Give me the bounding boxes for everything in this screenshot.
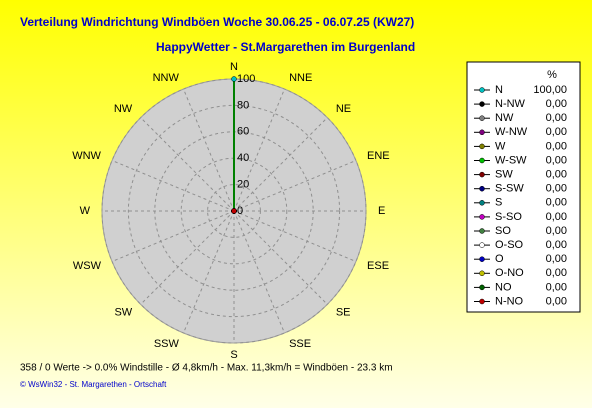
legend-label: S (495, 197, 502, 209)
direction-label: NW (114, 103, 133, 115)
legend-label: S-SO (495, 211, 522, 223)
legend-value: 0,00 (546, 253, 567, 265)
direction-label: S (230, 349, 237, 361)
legend-header: % (547, 69, 557, 81)
direction-label: ENE (367, 150, 390, 162)
direction-label: E (378, 205, 385, 217)
legend-label: O-SO (495, 239, 524, 251)
direction-label: WNW (72, 150, 101, 162)
spoke (140, 117, 235, 212)
legend-value: 0,00 (546, 281, 567, 293)
legend-swatch (479, 129, 485, 136)
legend-label: S-SW (495, 183, 524, 195)
legend-label: N (495, 84, 503, 96)
legend-swatch (479, 171, 485, 178)
spoke (111, 160, 235, 212)
grid-circle (101, 78, 367, 344)
spoke (233, 210, 285, 334)
legend-swatch (479, 242, 485, 248)
legend-label: N-NW (495, 98, 526, 110)
spoke (233, 210, 328, 305)
legend-label: NO (495, 281, 512, 293)
direction-label: SSE (289, 338, 311, 350)
direction-label: N (230, 61, 238, 73)
legend-swatch (479, 228, 485, 234)
legend-value: 0,00 (546, 183, 567, 195)
radial-tick-label: 100 (237, 73, 255, 85)
direction-label: W (80, 205, 91, 217)
legend-label: W (495, 140, 506, 152)
direction-label: NNW (153, 72, 180, 84)
spoke (183, 210, 235, 334)
legend-swatch (479, 256, 485, 262)
legend-value: 0,00 (546, 98, 567, 110)
legend-swatch (479, 200, 485, 206)
legend-swatch (479, 298, 485, 305)
legend-label: SW (495, 169, 513, 181)
legend-label: W-NW (495, 126, 528, 138)
spoke (233, 117, 328, 212)
credit: © WsWin32 - St. Margarethen - Ortschaft (20, 380, 167, 389)
direction-label: NNE (289, 72, 312, 84)
chart-subtitle: HappyWetter - St.Margarethen im Burgenla… (156, 40, 415, 54)
grid-circle (207, 184, 261, 238)
legend-label: O-NO (495, 267, 524, 279)
direction-label: NE (336, 103, 351, 115)
spoke (140, 210, 235, 305)
legend-value: 0,00 (546, 140, 567, 152)
direction-label: SE (336, 307, 351, 319)
legend-label: SO (495, 225, 511, 237)
legend-swatch (479, 284, 485, 291)
legend-value: 0,00 (546, 169, 567, 181)
legend-value: 0,00 (546, 211, 567, 223)
spoke (233, 88, 285, 212)
direction-label: ESE (367, 260, 389, 272)
legend-label: N-NO (495, 295, 524, 307)
ray-marker (231, 76, 237, 82)
direction-label: SSW (154, 338, 180, 350)
legend-value: 0,00 (546, 295, 567, 307)
radial-tick-label: 40 (237, 152, 249, 164)
spoke (183, 88, 235, 212)
legend-label: NW (495, 112, 514, 124)
spoke (111, 210, 235, 262)
legend-swatch (479, 115, 485, 121)
footer: 358 / 0 Werte -> 0.0% Windstille - Ø 4,8… (20, 363, 393, 374)
legend-value: 0,00 (546, 197, 567, 209)
radial-tick-label: 20 (237, 179, 249, 191)
legend-value: 0,00 (546, 112, 567, 124)
legend-value: 0,00 (546, 239, 567, 251)
direction-label: SW (114, 307, 132, 319)
legend-swatch (479, 101, 485, 107)
legend-value: 0,00 (546, 267, 567, 279)
spoke (233, 160, 357, 212)
legend-swatch (479, 157, 485, 164)
direction-label: WSW (73, 260, 102, 272)
spoke (233, 210, 357, 262)
radial-tick-label: 80 (237, 99, 249, 111)
chart-title: Verteilung Windrichtung Windböen Woche 3… (20, 15, 414, 29)
ray-marker (231, 208, 237, 214)
legend-swatch (479, 214, 485, 220)
radial-tick-label: 60 (237, 126, 249, 138)
legend-swatch (479, 87, 485, 93)
legend-swatch (479, 270, 485, 277)
legend-value: 100,00 (533, 84, 567, 96)
legend-swatch (479, 143, 485, 150)
legend-swatch (479, 185, 485, 192)
legend-value: 0,00 (546, 126, 567, 138)
legend-value: 0,00 (546, 225, 567, 237)
legend-label: O (495, 253, 504, 265)
grid-circle (127, 104, 341, 318)
radial-tick-label: 0 (237, 205, 243, 217)
legend-label: W-SW (495, 154, 527, 166)
legend-value: 0,00 (546, 154, 567, 166)
